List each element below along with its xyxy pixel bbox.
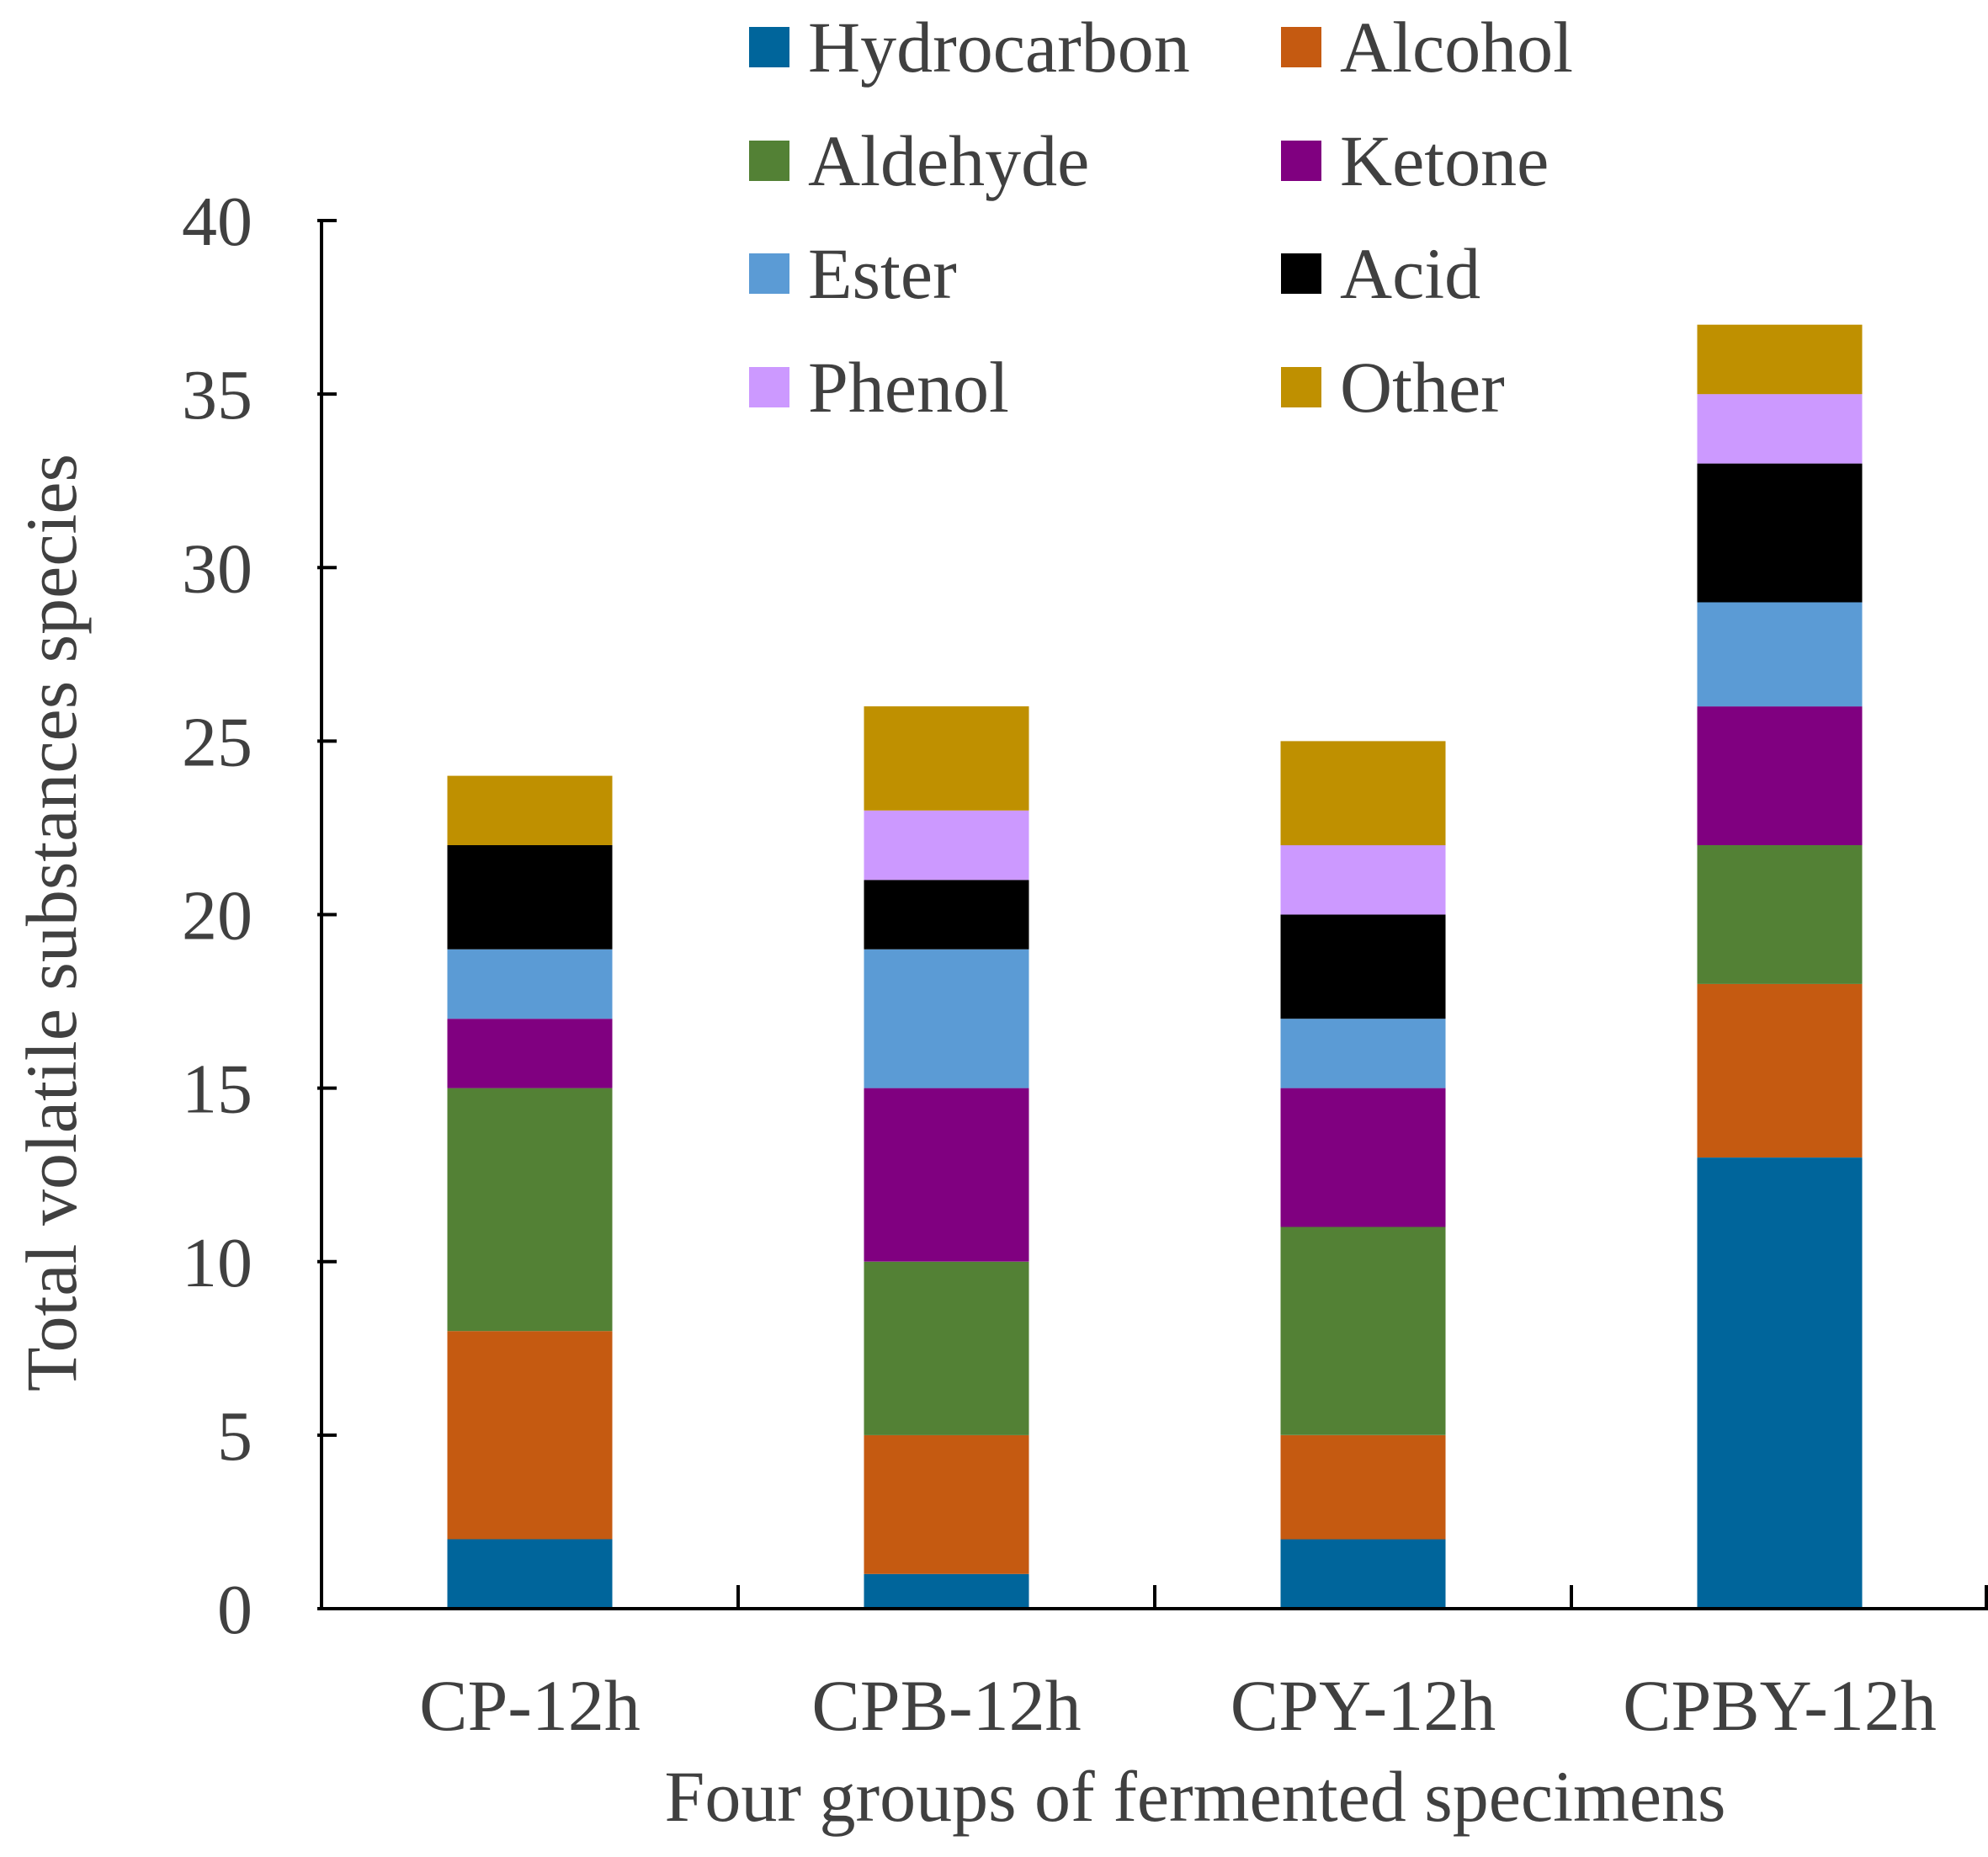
legend-item-hydrocarbon: Hydrocarbon <box>749 7 1190 88</box>
bar-cpy-12h-phenol <box>1280 845 1446 915</box>
bar-cp-12h-ester <box>447 949 613 1019</box>
bar-cpby-12h-ketone <box>1697 706 1863 845</box>
y-tick-label-40: 40 <box>182 183 252 261</box>
legend-label-alcohol: Alcohol <box>1340 7 1573 88</box>
bar-cp-12h-aldehyde <box>447 1088 613 1332</box>
legend-item-ketone: Ketone <box>1281 120 1549 201</box>
y-tick-label-35: 35 <box>182 356 252 434</box>
bar-cp-12h-alcohol <box>447 1331 613 1540</box>
legend-label-hydrocarbon: Hydrocarbon <box>808 7 1190 88</box>
y-tick-label-30: 30 <box>182 529 252 608</box>
legend-swatch-phenol <box>749 367 789 407</box>
y-tick-label-5: 5 <box>217 1397 252 1476</box>
bar-cpb-12h-acid <box>864 880 1029 950</box>
y-tick-label-25: 25 <box>182 703 252 781</box>
legend-swatch-ester <box>749 253 789 294</box>
category-labels-group: CP-12h CPB-12h CPY-12h CPBY-12h <box>419 1665 1937 1746</box>
bar-cpb-12h-alcohol <box>864 1434 1029 1574</box>
legend-item-aldehyde: Aldehyde <box>749 120 1089 201</box>
bar-cpy-12h-other <box>1280 741 1446 846</box>
legend-swatch-aldehyde <box>749 141 789 181</box>
x-tick-label-cp-12h: CP-12h <box>419 1665 641 1746</box>
legend-swatch-alcohol <box>1281 27 1321 67</box>
y-tick-label-10: 10 <box>182 1224 252 1302</box>
bar-cpb-12h-hydrocarbon <box>864 1573 1029 1609</box>
bar-cpby-12h-other <box>1697 324 1863 395</box>
bar-cpb-12h-other <box>864 706 1029 811</box>
bar-cpy-12h-aldehyde <box>1280 1226 1446 1435</box>
bar-cpb-12h-ester <box>864 949 1029 1088</box>
bar-cp-12h-ketone <box>447 1019 613 1088</box>
y-tick-label-15: 15 <box>182 1051 252 1129</box>
legend-item-other: Other <box>1281 347 1505 428</box>
bar-cpb-12h-phenol <box>864 810 1029 881</box>
bar-cpby-12h-aldehyde <box>1697 845 1863 984</box>
x-tick-label-cpby-12h: CPBY-12h <box>1623 1665 1937 1746</box>
legend-item-phenol: Phenol <box>749 347 1009 428</box>
legend-swatch-other <box>1281 367 1321 407</box>
bar-cpby-12h-hydrocarbon <box>1697 1157 1863 1609</box>
bar-cpy-12h-acid <box>1280 914 1446 1019</box>
legend-label-phenol: Phenol <box>808 347 1009 428</box>
legend-item-ester: Ester <box>749 233 957 314</box>
bar-cpy-12h-ketone <box>1280 1088 1446 1227</box>
bar-cp-12h-hydrocarbon <box>447 1539 613 1609</box>
bar-cp-12h-other <box>447 775 613 845</box>
legend-label-ester: Ester <box>808 233 957 314</box>
bar-cpby-12h-acid <box>1697 463 1863 603</box>
bar-cpby-12h-phenol <box>1697 394 1863 464</box>
x-axis-title: Four groups of fermented specimens <box>664 1756 1725 1837</box>
bar-cpy-12h-hydrocarbon <box>1280 1539 1446 1609</box>
bar-cpby-12h-ester <box>1697 602 1863 707</box>
legend-label-acid: Acid <box>1340 233 1480 314</box>
legend-item-acid: Acid <box>1281 233 1480 314</box>
legend-label-ketone: Ketone <box>1340 120 1549 201</box>
legend-label-aldehyde: Aldehyde <box>808 120 1089 201</box>
bar-cp-12h-acid <box>447 845 613 950</box>
x-tick-label-cpy-12h: CPY-12h <box>1231 1665 1496 1746</box>
bar-cpby-12h-alcohol <box>1697 983 1863 1157</box>
legend-swatch-acid <box>1281 253 1321 294</box>
x-ticks-group <box>736 1585 1988 1609</box>
legend-swatch-ketone <box>1281 141 1321 181</box>
y-tick-label-20: 20 <box>182 877 252 955</box>
legend: Hydrocarbon Alcohol Aldehyde Ketone Ester Aci… <box>749 7 1573 428</box>
x-tick-label-cpb-12h: CPB-12h <box>811 1665 1081 1746</box>
bar-cpb-12h-ketone <box>864 1088 1029 1262</box>
bars-group <box>447 324 1863 1609</box>
y-axis-title: Total volatile substances species <box>11 454 92 1391</box>
bar-cpy-12h-alcohol <box>1280 1434 1446 1540</box>
y-ticks-group: 0 5 10 15 20 25 30 35 40 <box>182 183 337 1649</box>
bar-cpb-12h-aldehyde <box>864 1261 1029 1435</box>
bar-cpy-12h-ester <box>1280 1019 1446 1088</box>
y-tick-label-0: 0 <box>217 1571 252 1649</box>
legend-swatch-hydrocarbon <box>749 27 789 67</box>
legend-item-alcohol: Alcohol <box>1281 7 1573 88</box>
legend-label-other: Other <box>1340 347 1505 428</box>
